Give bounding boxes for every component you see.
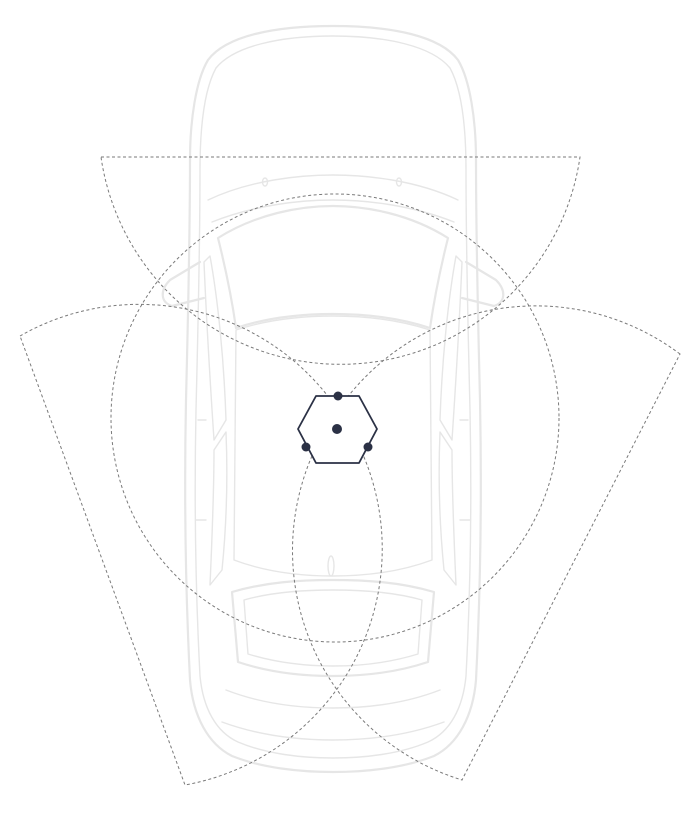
car-hood-crease: [211, 199, 455, 223]
side-window-left-rear: [209, 431, 228, 586]
roof-antenna: [327, 555, 335, 577]
car-body-inner: [194, 35, 472, 759]
car-roof: [233, 315, 433, 577]
car-hood: [207, 174, 459, 201]
car-body-outline: [184, 24, 482, 774]
door-line-right: [459, 419, 471, 521]
sensor-node-top: [333, 391, 343, 401]
mirror-left: [161, 260, 206, 308]
rear-window-inner: [243, 589, 423, 667]
coverage-right-rear-sector: [292, 305, 681, 781]
mirror-right: [460, 260, 505, 308]
rear-window: [230, 578, 436, 678]
trunk-line: [225, 689, 441, 709]
windshield: [216, 204, 450, 330]
side-window-right-front: [439, 255, 463, 441]
side-window-left-front: [203, 255, 227, 441]
coverage-front-range: [110, 193, 560, 643]
sensor-center-dot: [332, 424, 342, 434]
door-line-left: [195, 419, 207, 521]
car-top-view-icon: [161, 24, 505, 774]
sensor-node-left: [301, 442, 311, 452]
coverage-front-sector: [100, 156, 581, 365]
sensor-node-right: [363, 442, 373, 452]
rear-bumper-line: [221, 721, 445, 741]
hexagon-sensor-icon: [297, 391, 378, 464]
coverage-zones: [19, 156, 681, 786]
side-window-right-rear: [438, 431, 457, 586]
coverage-left-rear-sector: [19, 303, 383, 786]
washer-nozzle-left: [261, 177, 269, 187]
washer-nozzle-right: [395, 177, 403, 187]
